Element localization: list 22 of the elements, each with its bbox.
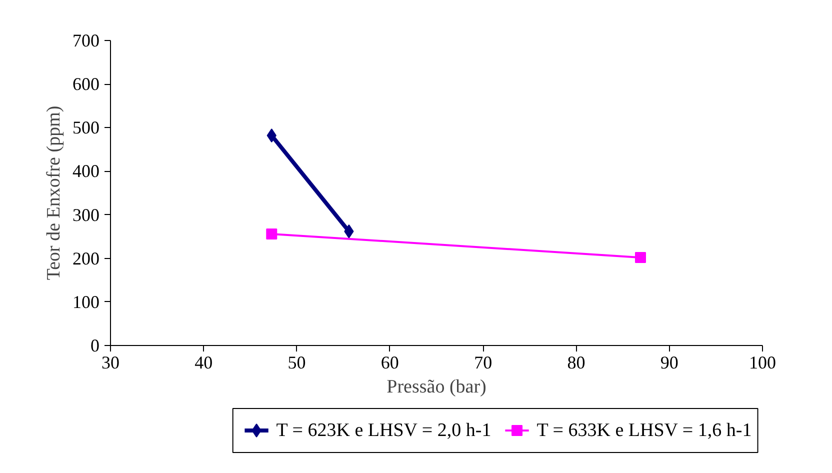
x-tick-label: 90 <box>660 352 678 372</box>
x-tick-label: 70 <box>474 352 492 372</box>
y-tick-label: 600 <box>72 74 100 94</box>
legend-label: T = 623K e LHSV = 2,0 h-1 <box>276 420 492 441</box>
y-tick-label: 200 <box>72 248 100 268</box>
y-tick-label: 0 <box>90 336 100 356</box>
y-tick-label: 100 <box>72 292 100 312</box>
point <box>266 228 278 240</box>
x-tick-label: 50 <box>288 352 306 372</box>
y-axis-title: Teor de Enxofre (ppm) <box>44 106 64 280</box>
x-tick-label: 100 <box>749 352 776 372</box>
x-axis-title: Pressão (bar) <box>386 376 486 398</box>
x-tick-label: 30 <box>102 352 120 372</box>
x-tick-label: 80 <box>567 352 586 372</box>
x-tick-label: 60 <box>380 352 399 372</box>
y-tick-label: 700 <box>72 30 100 50</box>
y-tick-label: 300 <box>72 204 100 225</box>
x-tick-label: 40 <box>194 352 213 372</box>
y-tick-label: 400 <box>72 161 100 182</box>
legend-label: T = 633K e LHSV = 1,6 h-1 <box>536 420 752 441</box>
point <box>634 252 646 263</box>
y-tick-label: 500 <box>72 118 100 138</box>
